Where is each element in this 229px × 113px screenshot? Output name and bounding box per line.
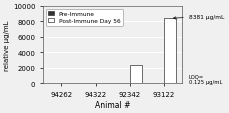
Bar [83, 83, 95, 84]
Bar [163, 19, 175, 84]
X-axis label: Animal #: Animal # [95, 100, 130, 109]
Bar [151, 83, 163, 84]
Legend: Pre-Immune, Post-Immune Day 56: Pre-Immune, Post-Immune Day 56 [46, 9, 122, 26]
Y-axis label: relative μg/mL: relative μg/mL [4, 20, 10, 70]
Text: 8381 μg/mL: 8381 μg/mL [173, 15, 223, 20]
Bar [95, 83, 107, 84]
Text: LOQ=
0.125 μg/mL: LOQ= 0.125 μg/mL [188, 74, 221, 84]
Bar [129, 65, 141, 84]
